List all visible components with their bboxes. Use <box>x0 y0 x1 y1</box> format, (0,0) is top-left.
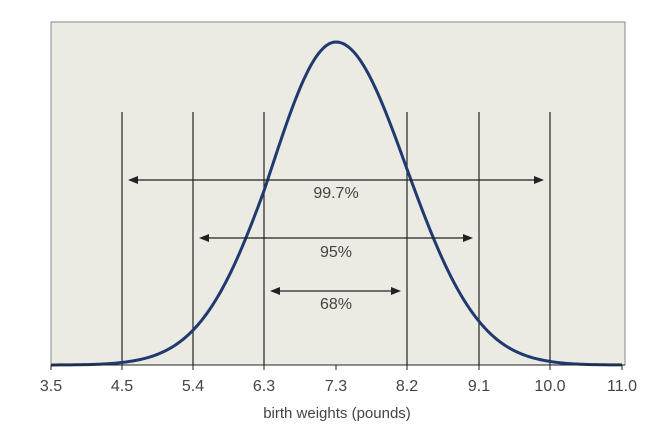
x-tick-label: 11.0 <box>607 378 637 395</box>
x-tick-label: 5.4 <box>182 378 204 395</box>
normal-curve <box>50 40 623 367</box>
plot-area <box>50 21 626 366</box>
x-tick-label: 9.1 <box>468 378 490 395</box>
x-tick-label: 4.5 <box>111 378 133 395</box>
arrowhead-right-icon <box>534 176 544 184</box>
x-tick-label: 6.3 <box>253 378 275 395</box>
x-tick-label: 7.3 <box>325 378 347 395</box>
arrowhead-left-icon <box>270 287 280 295</box>
x-tick-label: 3.5 <box>40 378 62 395</box>
interval-label: 99.7% <box>313 185 358 202</box>
arrowhead-right-icon <box>463 234 473 242</box>
arrowhead-left-icon <box>128 176 138 184</box>
arrowhead-right-icon <box>391 287 401 295</box>
interval-label: 68% <box>320 296 352 313</box>
x-tick-label: 8.2 <box>396 378 418 395</box>
x-tick-label: 10.0 <box>534 378 565 395</box>
x-axis-label: birth weights (pounds) <box>263 405 411 422</box>
interval-label: 95% <box>320 244 352 261</box>
arrowhead-left-icon <box>199 234 209 242</box>
